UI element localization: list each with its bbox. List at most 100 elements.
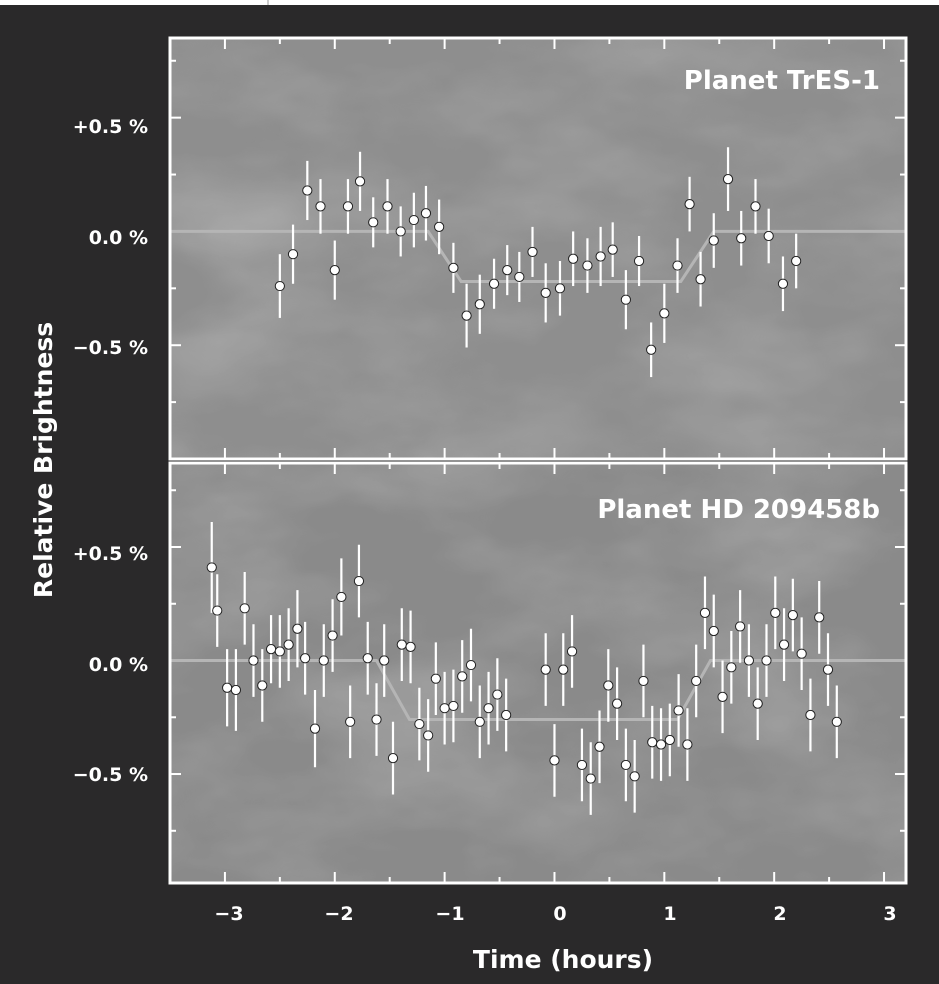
data-point [770, 607, 781, 618]
data-point [309, 723, 321, 734]
xtick-label: 3 [883, 903, 896, 925]
panel-top-data-points [274, 173, 802, 355]
data-point [761, 655, 772, 666]
data-point [549, 755, 560, 766]
data-point [540, 287, 551, 298]
data-point [488, 278, 500, 289]
data-point [831, 716, 842, 727]
panel-top-frame [168, 36, 908, 461]
data-point [414, 718, 425, 730]
data-point [274, 646, 285, 657]
data-point [611, 698, 623, 709]
data-point [434, 221, 445, 232]
data-point [461, 310, 472, 321]
data-point [691, 675, 702, 687]
data-point [568, 253, 579, 264]
xtick-label: 1 [663, 903, 676, 925]
data-point [594, 741, 605, 752]
data-point [265, 644, 277, 655]
panel-top-title: Planet TrES-1 [684, 66, 880, 96]
data-point [722, 173, 734, 185]
data-point [292, 623, 303, 634]
data-point [368, 217, 379, 228]
data-point [566, 646, 578, 657]
data-point [230, 684, 242, 696]
data-point [329, 265, 340, 276]
data-point [822, 664, 834, 675]
data-point [396, 639, 407, 650]
data-point [787, 610, 798, 621]
data-point [585, 773, 596, 784]
data-point [492, 689, 503, 700]
data-point [796, 648, 807, 659]
data-point [558, 664, 569, 675]
data-point [514, 271, 525, 283]
data-point [778, 639, 790, 650]
data-point [633, 255, 645, 267]
data-point [540, 664, 551, 675]
data-point [647, 737, 658, 748]
data-point [408, 214, 419, 226]
panel-bottom: Planet HD 209458b +0.5 % 0.0 % −0.5 % [73, 461, 908, 885]
panel-top-ytick-2: −0.5 % [73, 337, 148, 359]
data-point [502, 265, 513, 276]
panel-bottom-data-points [206, 562, 842, 784]
y-axis-title: Relative Brightness [29, 322, 58, 598]
panel-bottom-model-curve [170, 659, 906, 721]
data-point [302, 185, 313, 196]
data-point [474, 716, 485, 727]
data-point [673, 705, 684, 716]
data-point [423, 730, 434, 741]
data-point [620, 294, 631, 305]
data-point [300, 653, 311, 664]
data-point [342, 201, 354, 212]
x-tick-labels: −3 −2 −1 0 1 2 3 [214, 903, 896, 925]
panel-bottom-ytick-0: +0.5 % [73, 543, 148, 565]
data-point [448, 700, 459, 712]
data-point [708, 235, 719, 246]
data-point [576, 759, 588, 771]
xtick-label: −3 [214, 903, 243, 925]
data-point [501, 709, 512, 721]
data-point [664, 734, 675, 746]
data-point [814, 612, 825, 623]
data-point [805, 709, 816, 721]
data-point [345, 716, 356, 727]
data-point [248, 655, 259, 666]
data-point [239, 603, 250, 614]
data-point [684, 199, 695, 210]
data-point [607, 244, 618, 255]
data-point [318, 655, 329, 666]
data-point [212, 605, 223, 616]
data-point [274, 280, 285, 292]
data-point [752, 698, 763, 709]
data-point [603, 680, 614, 691]
xtick-label: 0 [553, 903, 566, 925]
data-point [726, 662, 737, 673]
data-point [527, 246, 538, 258]
data-point [222, 682, 233, 693]
data-point [743, 655, 755, 666]
data-point [327, 630, 338, 641]
data-point [735, 621, 746, 632]
data-point [474, 299, 485, 310]
data-point [659, 308, 670, 319]
data-point [777, 278, 789, 289]
data-point [382, 201, 393, 212]
data-point [405, 641, 416, 652]
panel-bottom-title: Planet HD 209458b [597, 495, 880, 525]
data-point [336, 591, 347, 603]
panel-top: Planet TrES-1 +0.5 % 0.0 % −0.5 % [73, 36, 908, 461]
data-point [457, 671, 468, 682]
data-point [353, 575, 365, 587]
data-point [646, 344, 657, 355]
data-point [354, 176, 366, 187]
panel-top-ytick-1: 0.0 % [89, 227, 148, 249]
data-point [582, 260, 593, 271]
panel-top-ytick-0: +0.5 % [73, 116, 148, 138]
data-point [439, 703, 450, 714]
panel-bottom-ytick-2: −0.5 % [73, 764, 148, 786]
data-point [595, 251, 606, 262]
data-point [362, 653, 373, 664]
